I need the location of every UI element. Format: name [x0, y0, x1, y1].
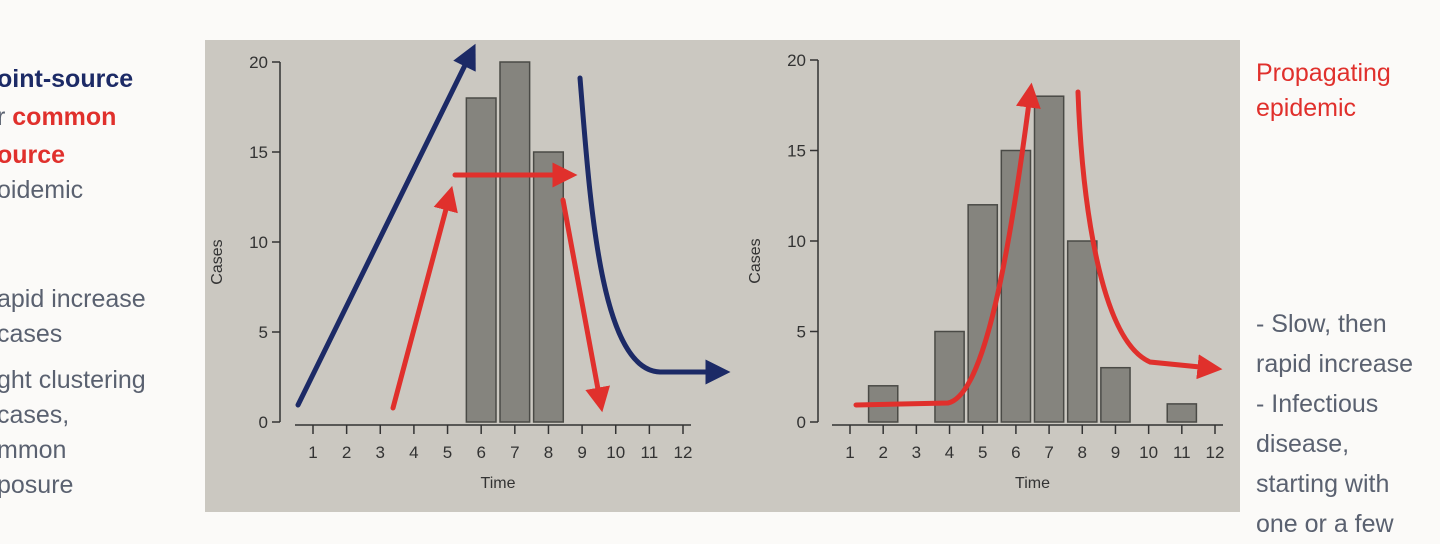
y-tick-label: 0: [259, 413, 268, 432]
x-tick-label: 6: [476, 443, 485, 462]
y-tick-label: 5: [797, 323, 806, 342]
x-tick-label: 1: [845, 443, 854, 462]
x-tick-label: 4: [409, 443, 418, 462]
x-tick-label: 9: [1111, 443, 1120, 462]
bar: [499, 61, 531, 423]
red-decline-arrow: [1075, 89, 1223, 380]
x-tick-label: 12: [1206, 443, 1225, 462]
y-axis-label: Cases: [747, 238, 764, 283]
x-axis-label: Time: [1015, 475, 1050, 492]
blue-decay-arrow: [577, 75, 731, 385]
bullet-line: cases: [0, 320, 63, 348]
bullet-line: - Infectious: [1256, 390, 1379, 418]
red-rise-arrow: [390, 185, 458, 411]
bar: [532, 151, 565, 423]
x-tick-label: 3: [376, 443, 385, 462]
bar: [1033, 95, 1065, 423]
x-tick-label: 6: [1011, 443, 1020, 462]
bullet-line: - Slow, then: [1256, 310, 1387, 338]
x-tick-label: 9: [577, 443, 586, 462]
x-tick-label: 8: [544, 443, 553, 462]
y-tick-label: 15: [249, 143, 268, 162]
x-tick-label: 5: [978, 443, 987, 462]
y-tick-label: 15: [787, 142, 806, 161]
blue-rise-arrow: [295, 43, 476, 408]
bullet-line: cases,: [0, 401, 70, 429]
bullet-line: ght clustering: [0, 366, 146, 394]
bullet-line: apid increase: [0, 285, 146, 313]
bullet-line: rapid increase: [1256, 350, 1414, 378]
y-tick-label: 5: [259, 323, 268, 342]
x-tick-label: 1: [308, 443, 317, 462]
title-line-2: r common: [0, 103, 117, 131]
bar: [1066, 240, 1098, 423]
x-tick-label: 5: [443, 443, 452, 462]
bar: [465, 97, 497, 423]
annotation-arrows: [295, 43, 1223, 413]
x-tick-label: 11: [641, 443, 659, 462]
bar: [1166, 403, 1198, 423]
red-fall-arrow: [560, 197, 611, 413]
bullet-line: posure: [0, 471, 74, 499]
x-tick-label: 10: [1139, 443, 1158, 462]
title-line-3: ource: [0, 141, 66, 169]
y-tick-label: 0: [797, 413, 806, 432]
bullet-line: disease,: [1256, 430, 1350, 458]
bar: [934, 330, 965, 423]
bar: [1100, 366, 1131, 423]
x-tick-label: 10: [606, 443, 625, 462]
bullet-line: mmon: [0, 436, 67, 464]
x-tick-label: 8: [1078, 443, 1087, 462]
point-source-description: oint-source r common ource oidemic apid …: [0, 60, 146, 504]
x-tick-label: 7: [1044, 443, 1053, 462]
bullet-line: starting with: [1256, 470, 1390, 498]
y-axis-label: Cases: [209, 239, 226, 284]
x-tick-label: 11: [1173, 443, 1191, 462]
x-tick-label: 3: [912, 443, 921, 462]
title-line-1: oint-source: [0, 65, 134, 93]
x-tick-label: 2: [342, 443, 351, 462]
red-growth-arrow: [853, 82, 1041, 408]
title-line-2: epidemic: [1256, 94, 1357, 122]
x-tick-label: 7: [510, 443, 519, 462]
x-tick-label: 4: [945, 443, 954, 462]
x-tick-label: 12: [674, 443, 693, 462]
y-tick-label: 10: [249, 233, 268, 252]
y-tick-label: 20: [249, 53, 268, 72]
title-line-4: oidemic: [0, 176, 84, 204]
x-axis-label: Time: [481, 475, 516, 492]
propagating-title: Propagating epidemic: [1256, 56, 1391, 126]
x-tick-label: 2: [878, 443, 887, 462]
title-line-1: Propagating: [1256, 59, 1391, 87]
y-tick-label: 10: [787, 232, 806, 251]
y-tick-label: 20: [787, 51, 806, 70]
